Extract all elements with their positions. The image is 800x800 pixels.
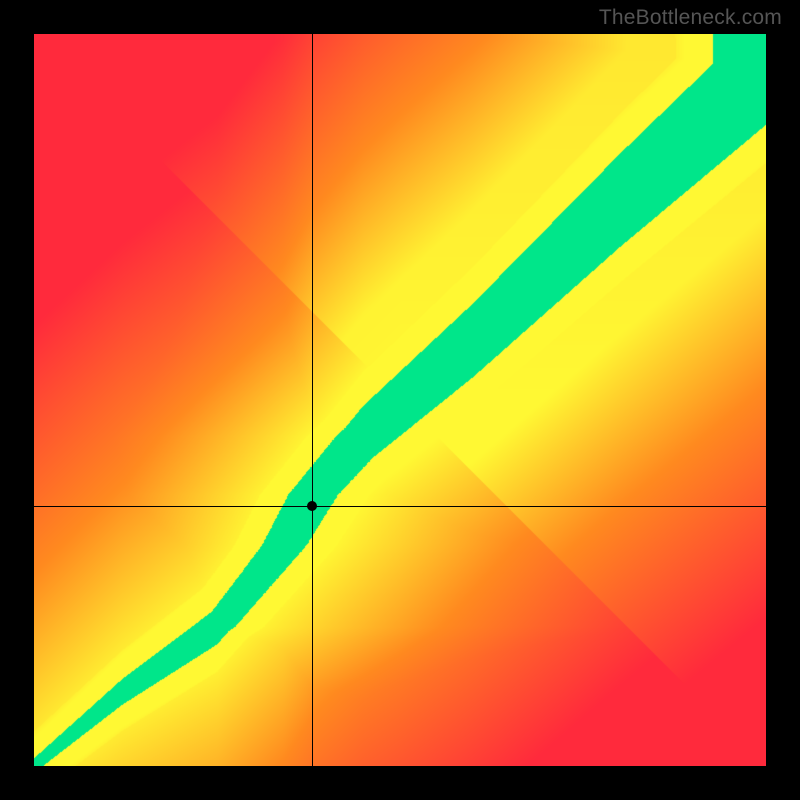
chart-frame: TheBottleneck.com: [0, 0, 800, 800]
crosshair-horizontal: [34, 506, 766, 507]
crosshair-vertical: [312, 34, 313, 766]
heatmap-canvas: [34, 34, 766, 766]
crosshair-point: [307, 501, 317, 511]
watermark-text: TheBottleneck.com: [599, 6, 782, 30]
heatmap-plot: [34, 34, 766, 766]
